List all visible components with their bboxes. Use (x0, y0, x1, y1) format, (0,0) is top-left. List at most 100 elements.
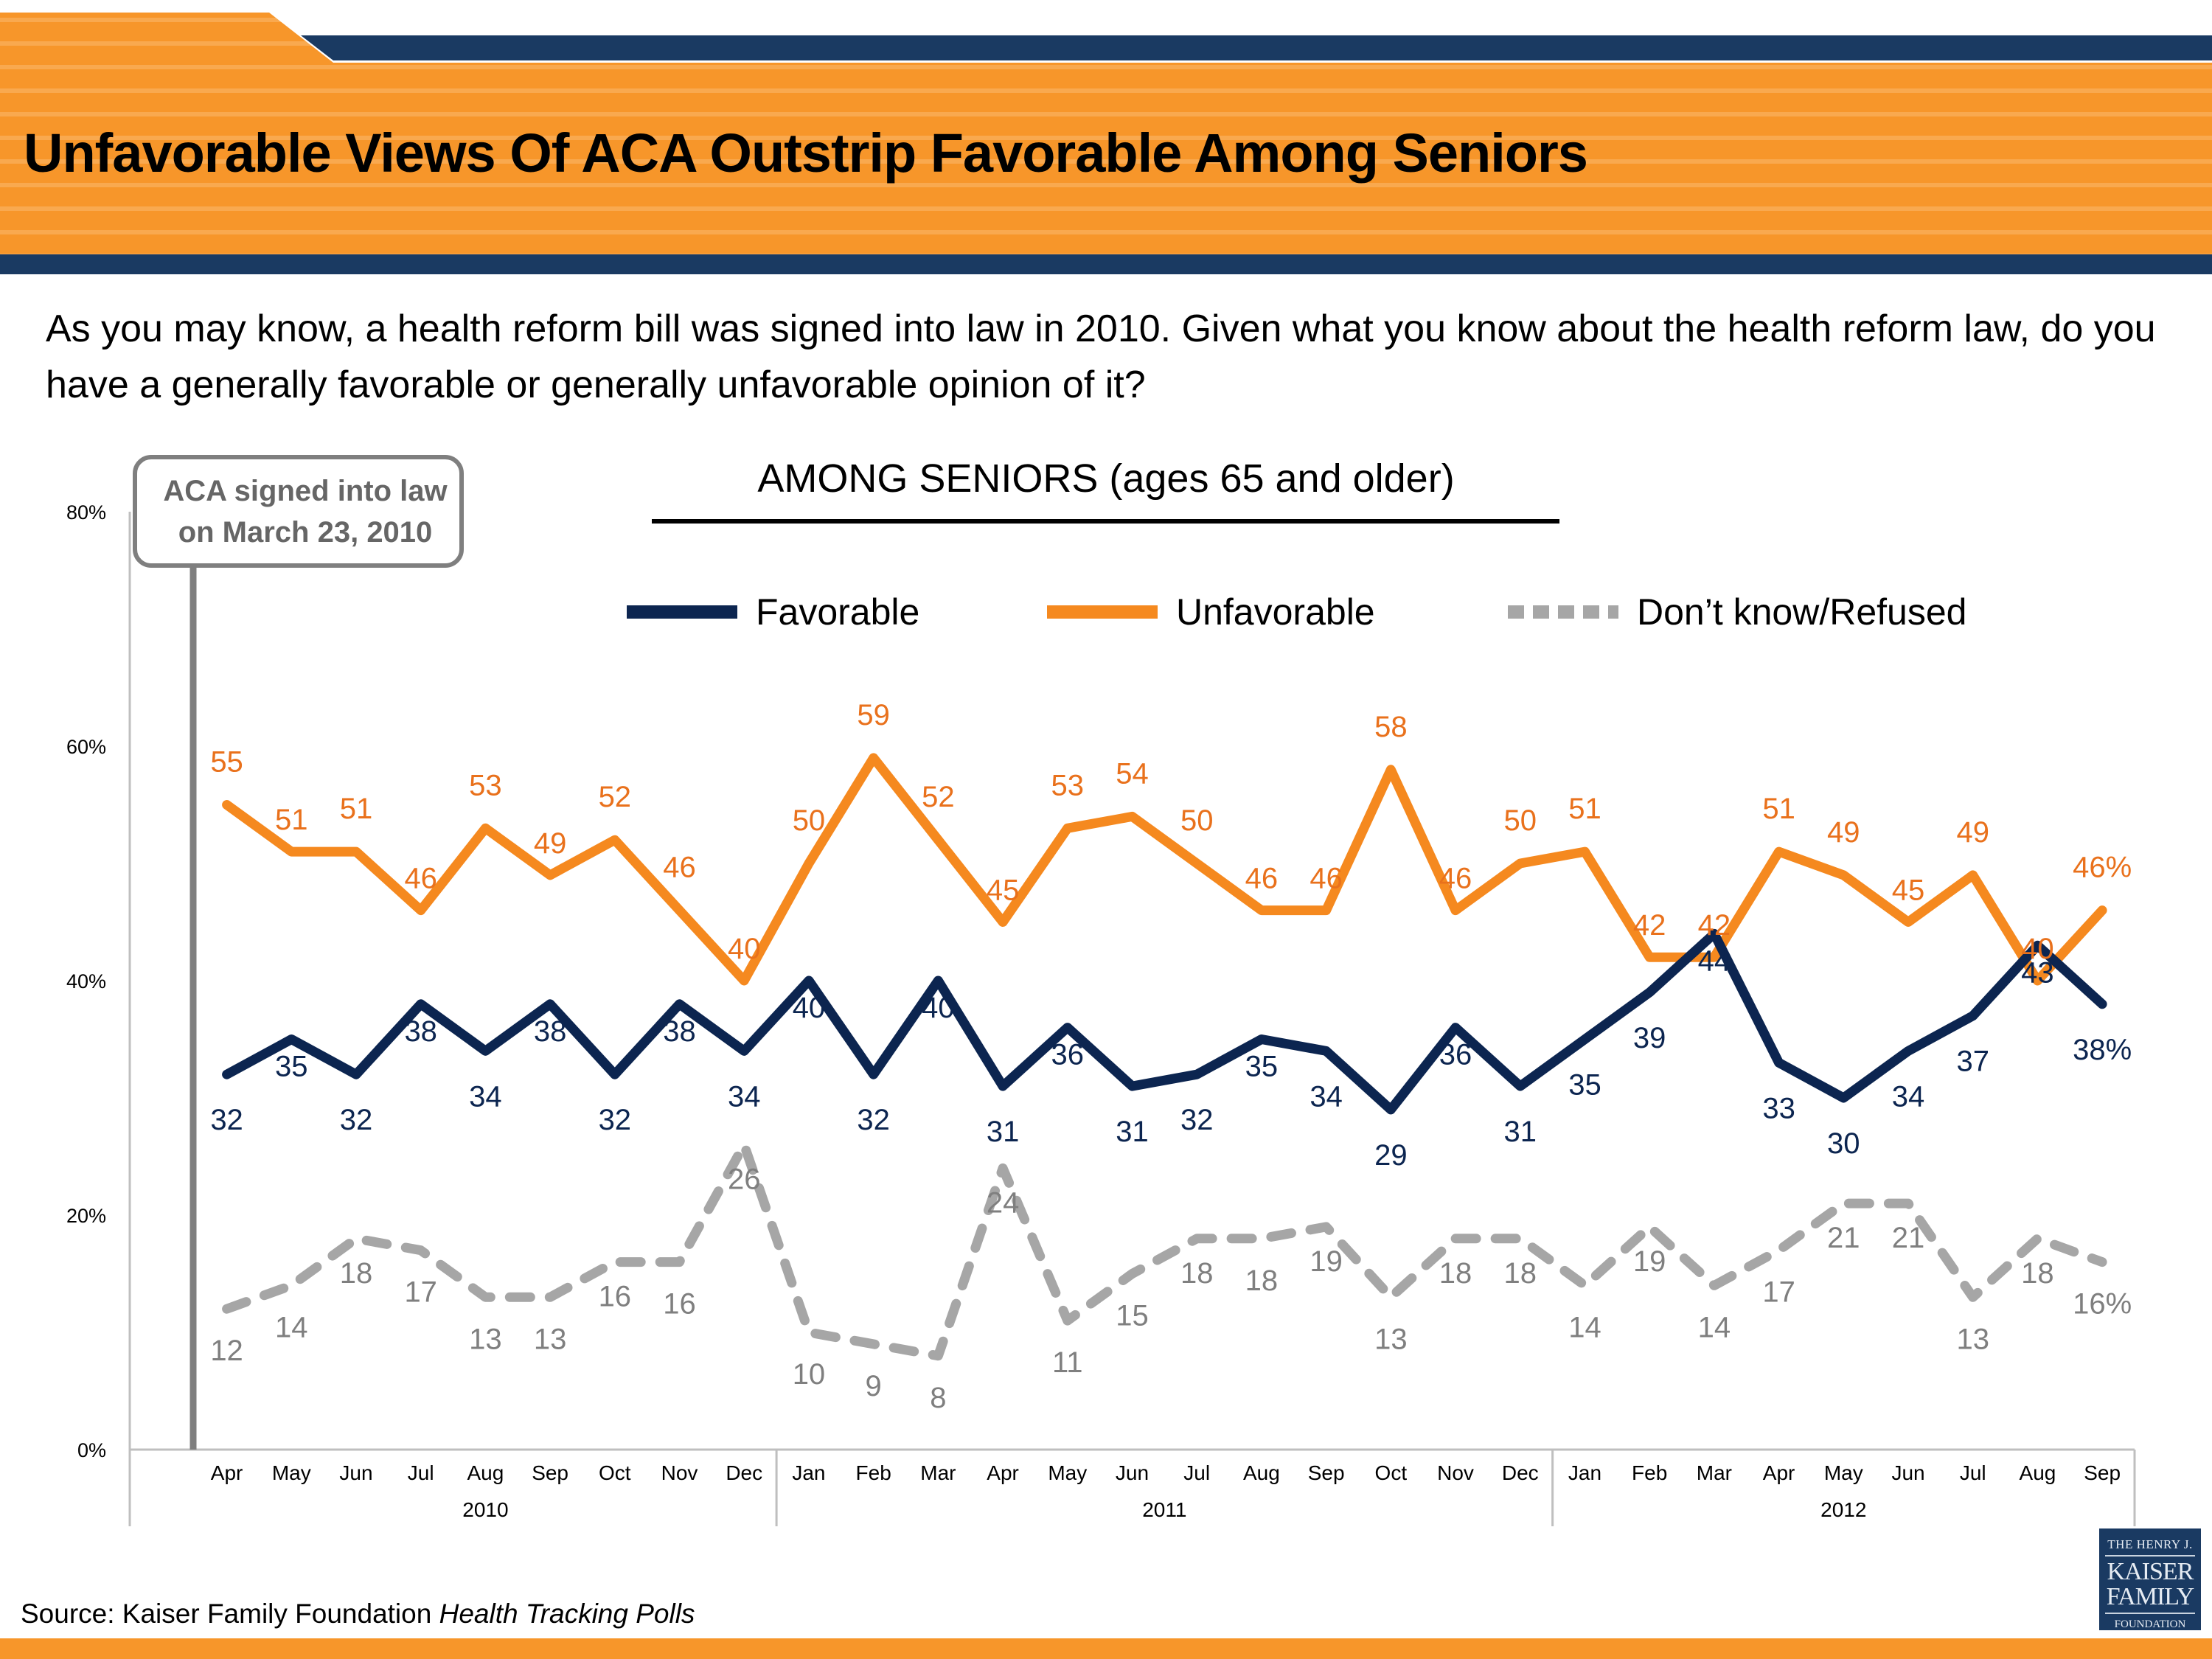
aca-callout-line2: on March 23, 2010 (178, 516, 433, 549)
favorable-data-label: 38 (404, 1015, 437, 1048)
legend-unfavorable-label: Unfavorable (1176, 591, 1375, 633)
favorable-data-label: 35 (275, 1051, 308, 1083)
dont-know-data-label: 21 (1892, 1222, 1925, 1254)
dont-know-data-label: 15 (1116, 1300, 1149, 1332)
dont-know-data-label: 13 (1956, 1323, 1989, 1355)
unfavorable-data-label: 51 (275, 804, 308, 836)
x-tick-label: Mar (920, 1461, 956, 1484)
dont-know-data-label: 18 (340, 1257, 373, 1290)
dont-know-data-label: 18 (1439, 1257, 1472, 1290)
favorable-data-label: 35 (1245, 1051, 1279, 1083)
x-tick-label: Jul (1960, 1461, 1986, 1484)
dont-know-data-label: 17 (1762, 1276, 1795, 1309)
x-tick-label: Sep (1308, 1461, 1345, 1484)
unfavorable-data-label: 52 (599, 781, 632, 813)
x-tick-label: Oct (599, 1461, 631, 1484)
dont-know-data-label: 17 (404, 1276, 437, 1309)
x-tick-label: Apr (987, 1461, 1019, 1484)
unfavorable-data-label: 46 (1245, 863, 1279, 895)
unfavorable-line (222, 753, 2107, 986)
x-tick-label: Feb (856, 1461, 891, 1484)
chart-title: AMONG SENIORS (ages 65 and older) (757, 456, 1454, 501)
aca-callout-line1: ACA signed into law (163, 475, 448, 507)
unfavorable-data-label: 50 (1180, 804, 1214, 837)
favorable-data-label: 38 (663, 1015, 696, 1048)
unfavorable-data-label: 51 (1762, 793, 1795, 825)
unfavorable-data-label: 42 (1698, 909, 1731, 942)
footer-bar (0, 1638, 2212, 1659)
favorable-line (222, 928, 2107, 1115)
x-tick-label: May (1824, 1461, 1863, 1484)
favorable-data-label: 38% (2073, 1034, 2132, 1066)
logo-line3: FAMILY (2106, 1583, 2194, 1610)
year-label: 2010 (462, 1498, 508, 1521)
unfavorable-data-label: 52 (922, 781, 955, 813)
logo-rule (2105, 1555, 2195, 1557)
dont-know-data-label: 14 (275, 1311, 308, 1343)
unfavorable-data-label: 53 (1051, 769, 1085, 801)
x-tick-label: Nov (1437, 1461, 1474, 1484)
unfavorable-data-label: 46 (1310, 863, 1343, 895)
dont-know-data-label: 12 (210, 1335, 243, 1367)
unfavorable-data-label: 46 (404, 863, 437, 895)
favorable-data-label: 34 (469, 1080, 502, 1113)
logo-rule (2105, 1613, 2195, 1614)
x-tick-label: Jul (1183, 1461, 1210, 1484)
favorable-data-label: 40 (922, 992, 955, 1024)
favorable-data-label: 32 (340, 1104, 373, 1136)
dont-know-data-label: 18 (1504, 1257, 1537, 1290)
dont-know-data-label: 14 (1698, 1311, 1731, 1343)
source-title: Health Tracking Polls (439, 1599, 695, 1629)
x-tick-label: Dec (726, 1461, 762, 1484)
dont-know-data-label: 18 (1245, 1265, 1279, 1297)
favorable-data-label: 37 (1956, 1046, 1989, 1078)
legend-favorable-label: Favorable (756, 591, 919, 633)
x-tick-label: Jun (1891, 1461, 1924, 1484)
unfavorable-data-label: 40 (2021, 933, 2054, 965)
survey-question: As you may know, a health reform bill wa… (46, 307, 2156, 406)
banner-navy-bottom (0, 254, 2212, 274)
source-prefix: Source: Kaiser Family Foundation (21, 1599, 439, 1629)
source-note: Source: Kaiser Family Foundation Health … (21, 1599, 695, 1630)
banner-navy-top (301, 35, 2212, 60)
unfavorable-data-label: 51 (340, 793, 373, 825)
aca-callout-box (133, 455, 464, 568)
unfavorable-data-label: 46 (663, 852, 696, 884)
dont-know-data-label: 16% (2073, 1288, 2132, 1321)
dont-know-data-label: 19 (1633, 1245, 1666, 1278)
unfavorable-data-label: 40 (728, 933, 761, 965)
favorable-data-label: 29 (1374, 1139, 1408, 1172)
year-label: 2011 (1142, 1498, 1186, 1521)
favorable-data-label: 34 (728, 1080, 761, 1113)
x-tick-label: Jan (1568, 1461, 1601, 1484)
favorable-data-label: 31 (1504, 1116, 1537, 1148)
x-tick-label: Feb (1632, 1461, 1667, 1484)
x-tick-label: Sep (532, 1461, 568, 1484)
dont-know-data-label: 18 (2021, 1257, 2054, 1290)
favorable-data-label: 32 (857, 1104, 890, 1136)
y-tick-label: 20% (66, 1205, 106, 1227)
unfavorable-data-label: 55 (210, 746, 243, 779)
page-title: Unfavorable Views Of ACA Outstrip Favora… (24, 122, 1588, 184)
unfavorable-data-label: 50 (793, 804, 826, 837)
unfavorable-data-label: 42 (1633, 909, 1666, 942)
x-tick-label: Oct (1375, 1461, 1408, 1484)
unfavorable-data-label: 54 (1116, 757, 1149, 790)
favorable-data-label: 30 (1827, 1127, 1860, 1160)
favorable-data-label: 39 (1633, 1022, 1666, 1054)
unfavorable-data-label: 45 (1892, 874, 1925, 907)
dont-know-data-label: 13 (469, 1323, 502, 1355)
favorable-data-label: 31 (1116, 1116, 1149, 1148)
favorable-data-label: 32 (1180, 1104, 1214, 1136)
unfavorable-data-label: 59 (857, 699, 890, 731)
dont-know-data-label: 16 (599, 1281, 632, 1313)
dont-know-data-label: 21 (1827, 1222, 1860, 1254)
legend-dont-know-label: Don’t know/Refused (1637, 591, 1966, 633)
dont-know-data-label: 11 (1052, 1346, 1083, 1379)
favorable-data-label: 40 (793, 992, 826, 1024)
dont-know-data-label: 10 (793, 1358, 826, 1391)
unfavorable-data-label: 46% (2073, 852, 2132, 884)
favorable-data-label: 31 (987, 1116, 1020, 1148)
dont-know-data-label: 8 (930, 1382, 946, 1414)
